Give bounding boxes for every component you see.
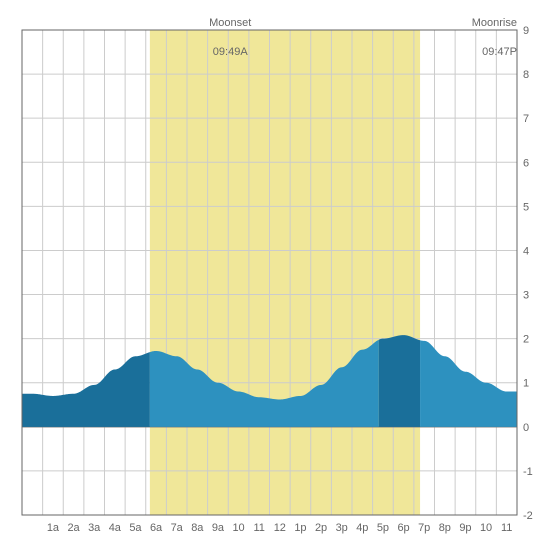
x-tick-label: 2p xyxy=(315,522,327,534)
x-tick-label: 3p xyxy=(336,522,348,534)
x-tick-label: 12 xyxy=(274,522,286,534)
x-tick-label: 6p xyxy=(397,522,409,534)
moonset-label: Moonset 09:49A xyxy=(197,2,251,73)
x-tick-label: 9a xyxy=(212,522,225,534)
tide-chart: -2-101234567891a2a3a4a5a6a7a8a9a1011121p… xyxy=(0,0,550,550)
y-tick-label: 8 xyxy=(523,69,529,81)
x-tick-label: 3a xyxy=(88,522,101,534)
tide-chart-container: Moonset 09:49A Moonrise 09:47P -2-101234… xyxy=(0,0,550,550)
y-tick-label: -2 xyxy=(523,510,533,522)
y-tick-label: 1 xyxy=(523,378,529,390)
y-tick-label: 3 xyxy=(523,290,529,302)
x-tick-label: 9p xyxy=(459,522,471,534)
x-tick-label: 2a xyxy=(67,522,80,534)
y-tick-label: 9 xyxy=(523,25,529,37)
x-tick-label: 7a xyxy=(171,522,184,534)
x-tick-label: 5p xyxy=(377,522,389,534)
y-tick-label: 6 xyxy=(523,157,529,169)
x-tick-label: 4a xyxy=(109,522,122,534)
moonset-title: Moonset xyxy=(209,17,251,29)
x-tick-label: 7p xyxy=(418,522,430,534)
y-tick-label: 5 xyxy=(523,201,529,213)
y-tick-label: 2 xyxy=(523,334,529,346)
y-tick-label: 7 xyxy=(523,113,529,125)
y-tick-label: 4 xyxy=(523,245,529,257)
x-tick-label: 4p xyxy=(356,522,368,534)
x-tick-label: 8a xyxy=(191,522,204,534)
moonrise-title: Moonrise xyxy=(472,17,517,29)
moonset-time: 09:49A xyxy=(213,46,248,58)
moonrise-time: 09:47P xyxy=(482,46,517,58)
y-tick-label: 0 xyxy=(523,422,529,434)
x-tick-label: 10 xyxy=(480,522,492,534)
x-tick-label: 11 xyxy=(253,522,264,534)
moonrise-label: Moonrise 09:47P xyxy=(460,2,517,73)
x-tick-label: 1p xyxy=(294,522,306,534)
x-tick-label: 6a xyxy=(150,522,163,534)
daylight-band xyxy=(150,30,420,515)
x-tick-label: 5a xyxy=(129,522,142,534)
y-tick-label: -1 xyxy=(523,466,533,478)
x-tick-label: 1a xyxy=(47,522,60,534)
x-tick-label: 10 xyxy=(232,522,244,534)
x-tick-label: 8p xyxy=(439,522,451,534)
x-tick-label: 11 xyxy=(501,522,512,534)
